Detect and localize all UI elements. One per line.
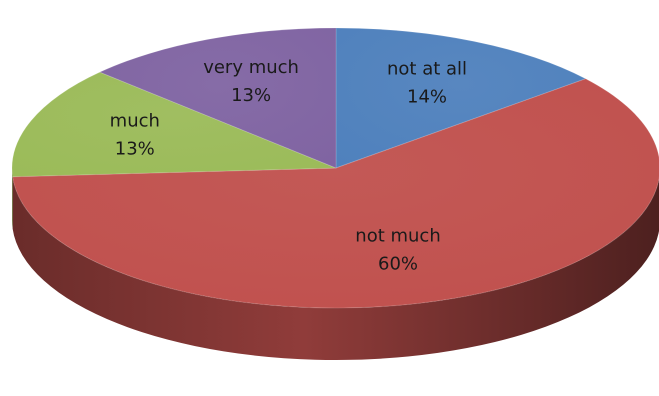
- slice-label-not-at-all: not at all: [387, 58, 467, 79]
- pie-slice-much: [11, 71, 337, 178]
- pie-tops: [11, 27, 659, 309]
- pie-slice-not-much: [12, 78, 659, 309]
- pie-labels: not at all 14% not much 60% much 13% very much…: [110, 57, 467, 274]
- pie-side-much: [12, 168, 13, 229]
- slice-value-not-at-all: 14%: [407, 86, 447, 107]
- slice-value-very-much: 13%: [231, 85, 271, 106]
- slice-value-not-much: 60%: [378, 254, 418, 275]
- slice-value-much: 13%: [115, 139, 155, 160]
- pie-slice-very-much: [98, 27, 337, 169]
- pie-side-not-much: [12, 176, 659, 360]
- pie-slice-not-at-all: [335, 27, 587, 169]
- slice-label-not-much: not much: [355, 226, 440, 247]
- slice-label-very-much: very much: [203, 57, 299, 78]
- pie-sides: [12, 168, 659, 360]
- slice-label-much: much: [110, 111, 160, 132]
